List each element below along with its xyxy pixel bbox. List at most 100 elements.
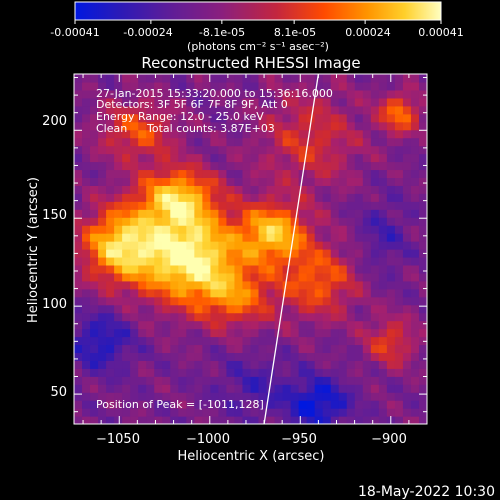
heatmap-cell [90,280,99,290]
heatmap-cell [282,121,292,131]
heatmap-cell [346,336,356,346]
heatmap-cell [106,89,115,99]
heatmap-cell [258,137,268,147]
heatmap-cell [122,169,131,178]
heatmap-cell [98,97,107,107]
heatmap-cell [234,280,244,290]
heatmap-cell [138,177,147,186]
heatmap-cell [234,185,244,194]
heatmap-cell [194,368,203,377]
heatmap-cell [306,169,316,178]
heatmap-cell [370,161,380,171]
heatmap-cell [338,89,348,99]
heatmap-cell [354,113,364,123]
heatmap-cell [402,288,412,298]
heatmap-cell [170,400,179,409]
heatmap-cell [130,320,139,330]
heatmap-cell [306,256,316,266]
heatmap-cell [258,129,268,139]
heatmap-cell [282,408,292,417]
heatmap-cell [362,296,372,306]
heatmap-cell [354,129,364,139]
heatmap-cell [210,368,220,377]
heatmap-cell [410,201,420,210]
heatmap-cell [242,97,252,107]
heatmap-cell [194,416,203,424]
heatmap-cell [346,408,356,417]
heatmap-cell [210,384,220,393]
heatmap-cell [402,320,412,330]
heatmap-cell [330,137,340,147]
heatmap-cell [178,408,187,417]
heatmap-cell [354,209,364,218]
heatmap-cell [162,400,171,409]
heatmap-cell [162,384,171,393]
heatmap-cell [322,280,332,290]
heatmap-cell [250,288,260,298]
heatmap-cell [314,233,324,242]
heatmap-cell [378,137,388,147]
heatmap-cell [306,384,316,393]
heatmap-cell [186,408,195,417]
heatmap-cell [338,169,348,178]
heatmap-cell [98,121,107,131]
heatmap-cell [130,201,139,210]
heatmap-cell [322,256,332,266]
chart-title: Reconstructed RHESSI Image [141,54,360,72]
heatmap-cell [242,217,252,226]
heatmap-cell [250,352,260,361]
heatmap-cell [394,288,404,298]
heatmap-cell [306,185,316,194]
heatmap-cell [370,169,380,178]
heatmap-cell [218,129,228,139]
heatmap-cell [202,74,211,83]
heatmap-cell [130,153,139,163]
heatmap-cell [82,384,91,393]
heatmap-cell [306,105,316,115]
heatmap-cell [338,201,348,210]
heatmap-cell [98,288,107,298]
heatmap-cell [322,304,332,314]
heatmap-cell [418,81,427,91]
heatmap-cell [114,400,123,409]
heatmap-cell [170,169,179,178]
heatmap-cell [98,177,107,186]
heatmap-cell [74,336,83,346]
heatmap-cell [226,74,236,83]
heatmap-cell [194,304,203,314]
heatmap-cell [210,217,220,226]
heatmap-cell [242,161,252,171]
heatmap-cell [106,312,115,322]
heatmap-cell [394,400,404,409]
heatmap-cell [394,376,404,385]
heatmap-cell [194,201,203,210]
heatmap-cell [410,416,420,424]
heatmap-cell [186,209,195,218]
heatmap-cell [130,209,139,218]
peak-position-text: Position of Peak = [-1011,128] [96,398,264,411]
heatmap-cell [106,121,115,131]
heatmap-cell [394,145,404,155]
heatmap-cell [306,360,316,369]
heatmap-cell [226,225,236,234]
heatmap-cell [250,320,260,330]
heatmap-cell [338,328,348,338]
heatmap-cell [266,169,276,178]
heatmap-cell [146,384,155,393]
heatmap-cell [282,201,292,210]
heatmap-cell [154,129,163,139]
heatmap-cell [154,256,163,266]
heatmap-cell [298,416,308,424]
heatmap-cell [362,328,372,338]
heatmap-cell [130,233,139,242]
heatmap-cell [378,233,388,242]
heatmap-cell [410,304,420,314]
heatmap-cell [410,352,420,361]
heatmap-cell [346,193,356,202]
heatmap-cell [274,74,284,83]
heatmap-cell [194,344,203,353]
heatmap-cell [170,360,179,369]
heatmap-cell [106,217,115,226]
heatmap-cell [314,241,324,250]
heatmap-cell [138,264,147,274]
